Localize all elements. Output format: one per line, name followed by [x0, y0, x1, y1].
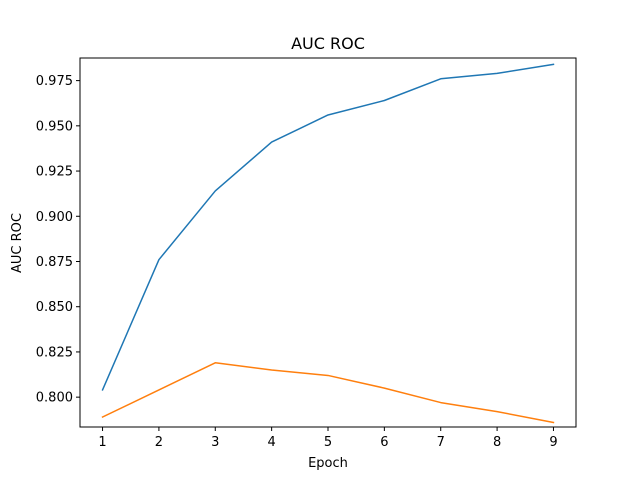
- series-line-1: [101, 63, 555, 391]
- chart-title: AUC ROC: [291, 34, 365, 53]
- y-tick-label: 0.825: [36, 345, 73, 360]
- y-tick-label: 0.800: [36, 391, 73, 406]
- x-axis: 1 2 3 4 5 6 7 8 9: [98, 427, 558, 450]
- x-axis-label: Epoch: [308, 456, 348, 471]
- y-axis-label: AUC ROC: [10, 213, 25, 273]
- plot-area: [80, 58, 576, 427]
- x-tick-label: 5: [324, 435, 332, 450]
- y-axis: 0.800 0.825 0.850 0.875 0.900 0.925 0.950 0.975: [36, 74, 80, 406]
- y-tick-label: 0.950: [36, 119, 73, 134]
- series-line-2: [101, 362, 555, 424]
- x-tick-label: 2: [155, 435, 163, 450]
- y-tick-label: 0.975: [36, 74, 73, 89]
- x-tick-label: 7: [437, 435, 445, 450]
- x-tick-label: 9: [549, 435, 557, 450]
- y-tick-label: 0.925: [36, 165, 73, 180]
- y-tick-label: 0.875: [36, 255, 73, 270]
- y-tick-label: 0.900: [36, 210, 73, 225]
- x-tick-label: 6: [380, 435, 388, 450]
- x-tick-label: 1: [98, 435, 106, 450]
- x-tick-label: 8: [493, 435, 501, 450]
- x-tick-label: 3: [211, 435, 219, 450]
- series-layer: [101, 63, 555, 424]
- y-tick-label: 0.850: [36, 300, 73, 315]
- x-tick-label: 4: [267, 435, 275, 450]
